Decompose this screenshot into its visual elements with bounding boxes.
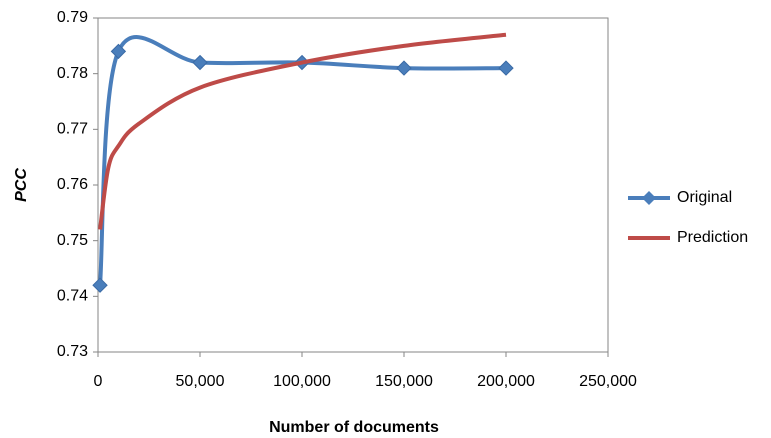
x-tick-label: 150,000	[375, 373, 433, 390]
y-tick-label: 0.73	[57, 343, 88, 360]
marker	[192, 54, 208, 71]
marker	[396, 60, 412, 76]
y-tick-label: 0.74	[57, 288, 88, 305]
legend-label: Original	[677, 189, 732, 206]
legend-label: Prediction	[677, 229, 748, 246]
x-tick-label: 100,000	[273, 373, 331, 390]
marker	[110, 43, 127, 60]
y-tick-label: 0.75	[57, 232, 88, 249]
y-tick-label: 0.76	[57, 176, 88, 193]
x-tick-label: 0	[94, 373, 103, 390]
legend-marker	[642, 191, 656, 205]
marker	[92, 277, 108, 293]
series-line	[98, 32, 507, 230]
x-tick-label: 50,000	[176, 373, 225, 390]
y-tick-label: 0.77	[57, 121, 88, 138]
y-tick-label: 0.78	[57, 65, 88, 82]
y-axis-label: PCC	[13, 168, 30, 202]
x-axis-label: Number of documents	[269, 419, 439, 436]
y-tick-label: 0.79	[57, 9, 88, 26]
series-line	[98, 35, 507, 286]
x-tick-label: 250,000	[579, 373, 637, 390]
marker	[498, 60, 514, 76]
plot-area	[97, 17, 609, 353]
x-tick-label: 200,000	[477, 373, 535, 390]
